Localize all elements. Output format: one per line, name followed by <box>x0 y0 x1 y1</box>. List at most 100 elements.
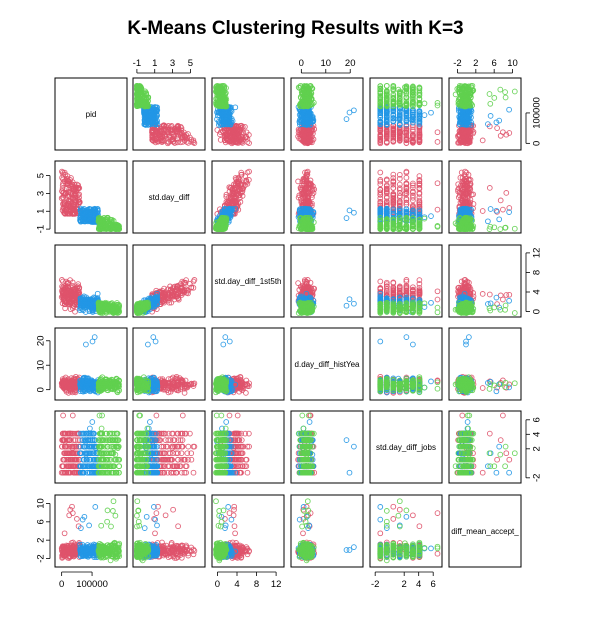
data-point <box>214 127 221 133</box>
data-point <box>145 95 151 101</box>
data-point <box>233 134 239 141</box>
data-point <box>178 130 185 137</box>
data-point <box>421 100 428 107</box>
data-point <box>153 127 159 133</box>
data-point <box>215 118 222 125</box>
data-point <box>141 103 148 110</box>
panel-1-3 <box>290 160 364 234</box>
chart-title: K-Means Clustering Results with K=3 <box>127 18 464 39</box>
data-point <box>486 185 493 191</box>
data-point <box>497 86 504 93</box>
data-point <box>239 135 246 142</box>
data-point <box>403 174 410 181</box>
data-point <box>434 206 441 213</box>
data-point <box>142 88 149 95</box>
data-point <box>177 123 184 130</box>
panel-border <box>132 77 206 151</box>
panel-1-4 <box>369 160 443 234</box>
data-point <box>166 132 173 139</box>
data-point <box>232 104 239 111</box>
data-point <box>502 94 509 101</box>
data-point <box>506 106 512 113</box>
data-point <box>479 137 486 144</box>
data-point <box>487 206 494 212</box>
data-point <box>219 88 225 95</box>
diag-label-1: std.day_diff <box>149 193 191 202</box>
data-point <box>214 95 221 102</box>
data-point <box>221 115 228 122</box>
data-point <box>217 83 223 90</box>
data-point <box>502 89 508 95</box>
data-point <box>242 123 248 130</box>
data-point <box>150 138 157 144</box>
data-point <box>136 83 143 90</box>
data-point <box>227 129 234 136</box>
data-point <box>157 134 164 141</box>
data-point <box>383 82 390 89</box>
data-point <box>494 125 500 131</box>
data-point <box>158 137 165 144</box>
data-point <box>154 112 160 119</box>
data-point <box>217 131 223 138</box>
data-point <box>390 185 397 191</box>
data-point <box>134 91 140 97</box>
data-point <box>141 95 147 102</box>
data-point <box>221 127 228 133</box>
data-point <box>511 88 518 95</box>
data-point <box>217 101 223 107</box>
panel-0-3 <box>290 77 364 151</box>
data-point <box>160 122 167 129</box>
data-point <box>179 136 186 142</box>
data-point <box>221 83 227 89</box>
data-point <box>177 139 184 146</box>
data-point <box>421 112 428 118</box>
data-point <box>141 110 148 116</box>
data-point <box>140 99 147 106</box>
data-point <box>503 190 510 196</box>
data-point <box>223 132 230 139</box>
data-point <box>240 129 247 136</box>
panel-1-1: std.day_diff <box>132 160 206 234</box>
data-point <box>428 109 434 116</box>
data-point <box>174 135 180 142</box>
data-point <box>396 190 403 196</box>
diag-label-0: pid <box>86 110 97 119</box>
data-point <box>346 109 353 116</box>
data-point <box>138 100 145 107</box>
data-point <box>434 139 441 145</box>
data-point <box>237 126 244 133</box>
panel-1-5 <box>448 160 522 234</box>
data-point <box>233 122 239 129</box>
data-point <box>377 169 384 176</box>
data-point <box>154 121 161 128</box>
data-point <box>227 137 234 144</box>
data-point <box>168 123 175 129</box>
data-point <box>148 115 155 122</box>
data-point <box>496 216 503 223</box>
data-point <box>487 100 494 107</box>
data-point <box>479 208 486 214</box>
data-point <box>217 110 224 116</box>
data-point <box>500 206 506 213</box>
data-point <box>243 129 250 136</box>
data-point <box>217 137 224 143</box>
data-point <box>486 91 493 97</box>
data-point <box>497 197 504 204</box>
data-point <box>236 128 243 135</box>
panel-0-1 <box>132 77 206 151</box>
panel-0-0: pid <box>54 77 128 151</box>
data-point <box>191 140 198 146</box>
data-point <box>227 121 234 128</box>
data-point <box>491 95 498 101</box>
data-point <box>244 169 251 176</box>
data-point <box>173 133 180 139</box>
panel-0-4 <box>369 77 443 151</box>
data-point <box>500 129 506 136</box>
data-point <box>134 103 140 110</box>
panel-border <box>211 77 285 151</box>
data-point <box>485 218 491 225</box>
data-point <box>434 129 441 136</box>
panel-0-2 <box>211 77 285 151</box>
data-point <box>190 137 197 144</box>
